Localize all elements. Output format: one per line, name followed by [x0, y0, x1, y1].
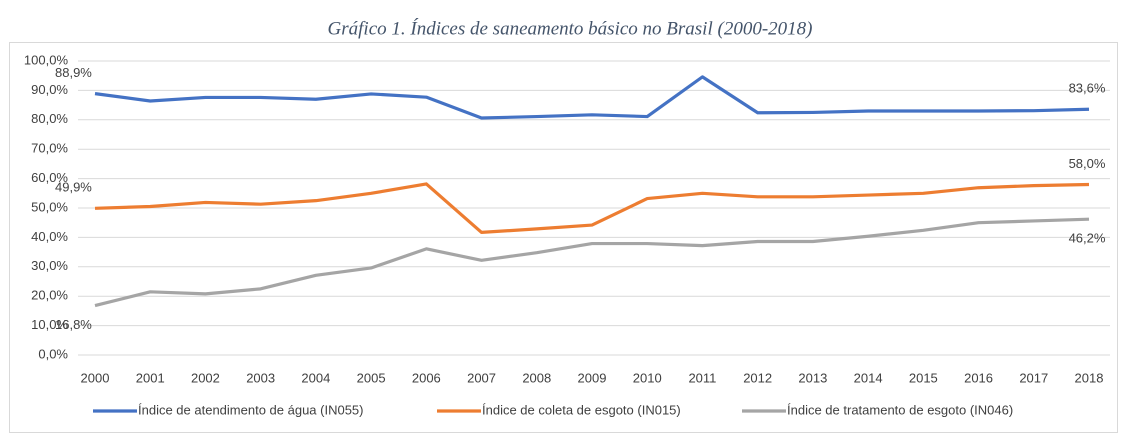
- series-line: [94, 182, 1090, 235]
- x-tick-label: 2017: [1019, 370, 1048, 385]
- x-tick-label: 2015: [909, 370, 938, 385]
- y-tick-label: 60,0%: [31, 170, 68, 185]
- y-tick-label: 90,0%: [31, 82, 68, 97]
- series-line: [94, 75, 1090, 120]
- x-tick-label: 2011: [688, 370, 716, 385]
- x-tick-label: 2004: [301, 370, 330, 385]
- x-tick-label: 2001: [136, 370, 165, 385]
- x-tick-label: 2009: [578, 370, 607, 385]
- data-label: 58,0%: [1069, 156, 1106, 171]
- x-tick-label: 2003: [246, 370, 275, 385]
- series-line: [94, 217, 1090, 308]
- y-tick-label: 70,0%: [31, 141, 68, 156]
- y-tick-label: 50,0%: [31, 199, 68, 214]
- x-tick-label: 2007: [467, 370, 496, 385]
- y-tick-label: 20,0%: [31, 288, 68, 303]
- x-tick-label: 2000: [81, 370, 110, 385]
- legend-label: Índice de atendimento de água (IN055): [138, 402, 364, 417]
- y-tick-label: 100,0%: [24, 52, 69, 67]
- chart-title: Gráfico 1. Índices de saneamento básico …: [328, 17, 813, 39]
- data-label: 83,6%: [1069, 81, 1106, 96]
- data-label: 46,2%: [1069, 231, 1106, 246]
- y-tick-label: 0,0%: [38, 346, 68, 361]
- data-label: 88,9%: [55, 65, 92, 80]
- legend-label: Índice de tratamento de esgoto (IN046): [787, 402, 1013, 417]
- x-tick-label: 2014: [854, 370, 883, 385]
- legend-label: Índice de coleta de esgoto (IN015): [482, 402, 681, 417]
- x-tick-label: 2016: [964, 370, 993, 385]
- y-tick-label: 30,0%: [31, 258, 68, 273]
- y-tick-label: 10,0%: [31, 317, 68, 332]
- x-tick-label: 2010: [633, 370, 662, 385]
- data-label: 49,9%: [55, 180, 92, 195]
- x-tick-label: 2002: [191, 370, 220, 385]
- y-tick-label: 40,0%: [31, 229, 68, 244]
- x-tick-label: 2012: [743, 370, 772, 385]
- x-tick-label: 2005: [357, 370, 386, 385]
- chart-frame: [9, 42, 1118, 433]
- x-tick-label: 2006: [412, 370, 441, 385]
- x-tick-label: 2008: [522, 370, 551, 385]
- data-label: 16,8%: [55, 317, 92, 332]
- y-tick-label: 80,0%: [31, 111, 68, 126]
- x-tick-label: 2018: [1075, 370, 1104, 385]
- x-tick-label: 2013: [798, 370, 827, 385]
